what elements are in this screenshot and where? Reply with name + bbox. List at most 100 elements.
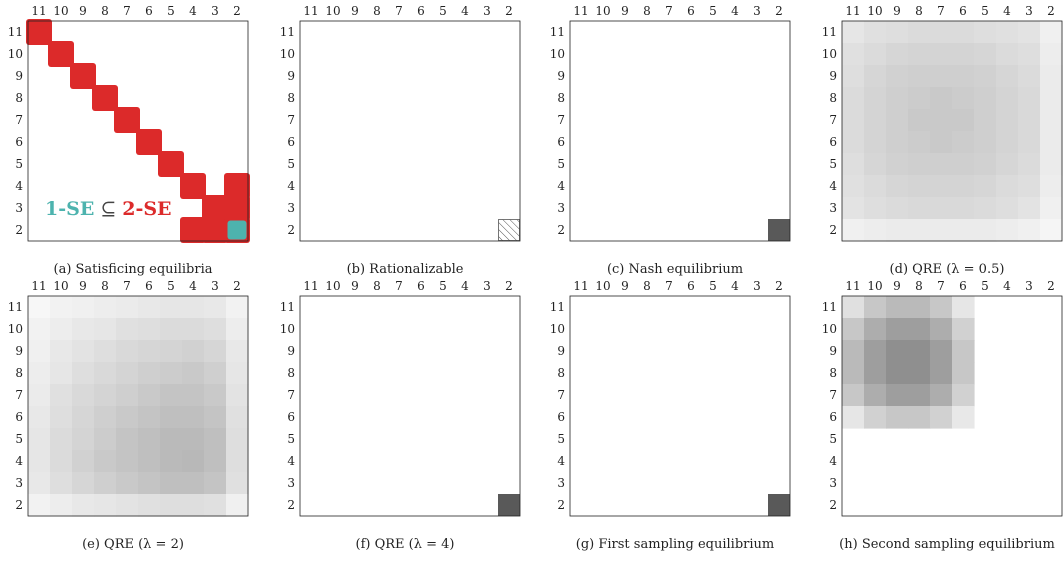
heatmap-cell — [952, 153, 975, 176]
column-tick-label: 8 — [101, 279, 109, 293]
panel-frame — [27, 295, 249, 517]
heatmap-cell — [864, 197, 887, 220]
heatmap-cell — [864, 131, 887, 154]
heatmap-cell — [952, 340, 975, 363]
column-tick-label: 9 — [893, 279, 901, 293]
heatmap-cell — [116, 318, 139, 341]
column-tick-label: 6 — [687, 4, 695, 18]
row-tick-label: 9 — [829, 344, 837, 358]
column-tick-label: 8 — [643, 279, 651, 293]
heatmap-cell — [864, 296, 887, 319]
row-tick-label: 3 — [287, 476, 295, 490]
row-tick-label: 6 — [15, 135, 23, 149]
heatmap-cell — [226, 296, 249, 319]
row-tick-label: 5 — [557, 432, 565, 446]
row-tick-label: 4 — [557, 454, 565, 468]
column-tick-label: 8 — [373, 4, 381, 18]
column-tick-label: 6 — [145, 279, 153, 293]
column-tick-label: 3 — [483, 279, 491, 293]
heatmap-cell — [226, 428, 249, 451]
heatmap-cell — [138, 428, 161, 451]
heatmap-cell — [72, 406, 95, 429]
heatmap-cell — [908, 219, 931, 242]
heatmap-cell — [974, 131, 997, 154]
heatmap-cell — [974, 197, 997, 220]
heatmap-cell — [974, 87, 997, 110]
heatmap-cell — [908, 197, 931, 220]
heatmap-cell — [974, 21, 997, 44]
heatmap-cell — [94, 428, 117, 451]
heatmap-cell — [908, 175, 931, 198]
heatmap-cell — [116, 384, 139, 407]
row-tick-label: 9 — [557, 69, 565, 83]
heatmap-cell — [886, 109, 909, 132]
2-se-block-cell — [202, 195, 228, 221]
column-tick-label: 5 — [439, 4, 447, 18]
row-tick-label: 6 — [287, 135, 295, 149]
heatmap-cell — [182, 340, 205, 363]
heatmap-cell — [72, 494, 95, 517]
equilibrium-cell — [498, 494, 520, 516]
heatmap-cell — [930, 109, 953, 132]
heatmap-cell — [1040, 43, 1063, 66]
heatmap-cell — [116, 428, 139, 451]
heatmap-cell — [864, 340, 887, 363]
column-tick-label: 7 — [395, 4, 403, 18]
heatmap-cell — [842, 43, 865, 66]
column-tick-label: 5 — [167, 4, 175, 18]
heatmap-cell — [94, 472, 117, 495]
column-tick-label: 3 — [753, 4, 761, 18]
heatmap-cell — [908, 340, 931, 363]
row-tick-label: 7 — [829, 388, 837, 402]
row-tick-label: 4 — [829, 454, 837, 468]
panel-frame — [569, 20, 791, 242]
heatmap-cell — [1018, 109, 1041, 132]
heatmap-cell — [1040, 219, 1063, 242]
2-se-diagonal-cell — [26, 19, 52, 45]
heatmap-cell — [50, 362, 73, 385]
heatmap-cell — [1018, 43, 1041, 66]
heatmap-cell — [974, 43, 997, 66]
heatmap-cell — [974, 65, 997, 88]
column-tick-label: 5 — [167, 279, 175, 293]
row-tick-label: 3 — [829, 476, 837, 490]
row-tick-label: 2 — [829, 498, 837, 512]
heatmap-cell — [138, 450, 161, 473]
row-tick-label: 7 — [557, 388, 565, 402]
heatmap-cell — [842, 65, 865, 88]
heatmap-cell — [886, 153, 909, 176]
heatmap-cell — [996, 43, 1019, 66]
column-tick-label: 3 — [753, 279, 761, 293]
heatmap-cell — [182, 318, 205, 341]
heatmap-cell — [842, 21, 865, 44]
heatmap-cell — [842, 406, 865, 429]
column-tick-label: 8 — [915, 279, 923, 293]
heatmap-cell — [930, 175, 953, 198]
heatmap-cell — [116, 450, 139, 473]
heatmap-cell — [908, 406, 931, 429]
column-tick-label: 9 — [79, 279, 87, 293]
heatmap-cell — [182, 472, 205, 495]
2-se-diagonal-cell — [48, 41, 74, 67]
row-tick-label: 10 — [8, 322, 23, 336]
heatmap-cell — [996, 87, 1019, 110]
heatmap-cell — [116, 472, 139, 495]
row-tick-label: 2 — [557, 223, 565, 237]
row-tick-label: 5 — [829, 157, 837, 171]
heatmap-cell — [50, 450, 73, 473]
2-se-diagonal-cell — [136, 129, 162, 155]
column-tick-label: 3 — [1025, 4, 1033, 18]
heatmap-cell — [1040, 65, 1063, 88]
heatmap-cell — [138, 384, 161, 407]
column-tick-label: 7 — [937, 4, 945, 18]
heatmap-cell — [930, 406, 953, 429]
heatmap-cell — [864, 384, 887, 407]
heatmap-cell — [886, 131, 909, 154]
heatmap-cell — [886, 362, 909, 385]
column-tick-label: 2 — [505, 279, 513, 293]
heatmap-cell — [864, 65, 887, 88]
heatmap-cell — [996, 219, 1019, 242]
heatmap-cell — [204, 318, 227, 341]
column-tick-label: 9 — [621, 4, 629, 18]
heatmap-cell — [50, 406, 73, 429]
